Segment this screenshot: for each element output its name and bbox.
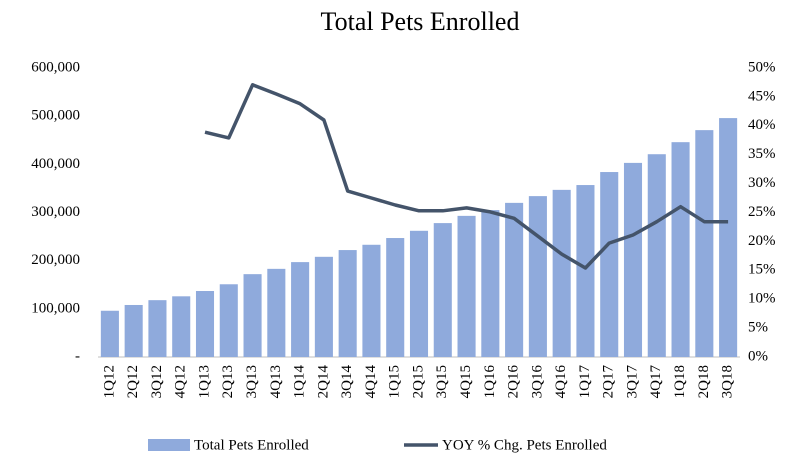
y-tick-label: 600,000 — [31, 59, 80, 75]
bar — [362, 244, 381, 357]
bar — [291, 262, 310, 357]
x-tick-label: 4Q13 — [268, 365, 284, 398]
y2-tick-label: 5% — [748, 320, 768, 336]
legend-swatch — [148, 439, 190, 451]
x-tick-label: 3Q17 — [624, 365, 640, 399]
bar — [576, 185, 595, 357]
bar — [338, 250, 357, 357]
legend-label: Total Pets Enrolled — [194, 437, 309, 453]
y2-tick-label: 30% — [748, 175, 776, 191]
y-tick-label: 100,000 — [31, 300, 80, 316]
y2-tick-label: 25% — [748, 204, 776, 220]
x-tick-label: 3Q12 — [149, 365, 165, 398]
x-tick-label: 1Q16 — [482, 365, 498, 399]
y-tick-label: 500,000 — [31, 108, 80, 124]
x-tick-label: 2Q15 — [410, 365, 426, 398]
x-tick-label: 3Q18 — [720, 365, 736, 398]
bar — [148, 300, 167, 357]
bar — [172, 296, 191, 357]
bar — [647, 154, 666, 357]
bar — [195, 291, 215, 357]
line — [204, 83, 729, 270]
x-tick-label: 1Q18 — [672, 365, 688, 398]
bar — [552, 189, 571, 357]
x-tick-label: 2Q16 — [506, 365, 522, 399]
bar — [409, 230, 429, 357]
y2-tick-label: 50% — [748, 59, 776, 75]
x-tick-label: 1Q14 — [292, 365, 308, 399]
x-tick-label: 2Q17 — [601, 365, 617, 399]
y2-tick-label: 35% — [748, 146, 776, 162]
x-tick-label: 2Q13 — [220, 365, 236, 398]
x-tick-label: 3Q15 — [434, 365, 450, 398]
x-tick-label: 4Q15 — [458, 365, 474, 398]
chart-title: Total Pets Enrolled — [321, 7, 520, 36]
bar — [219, 284, 238, 357]
x-tick-label: 2Q12 — [125, 365, 141, 398]
bar — [719, 118, 738, 358]
bar — [457, 215, 476, 357]
y2-tick-label: 0% — [748, 348, 768, 364]
x-tick-label: 4Q17 — [648, 365, 664, 399]
x-tick-label: 2Q14 — [315, 365, 331, 399]
bar — [433, 223, 452, 357]
x-tick-label: 1Q17 — [577, 365, 593, 399]
bar — [481, 210, 500, 357]
bar — [124, 304, 143, 357]
x-tick-label: 3Q14 — [339, 365, 355, 399]
y2-tick-label: 20% — [748, 233, 776, 249]
x-tick-label: 1Q12 — [101, 365, 117, 398]
bar — [623, 162, 643, 357]
y-tick-label: - — [75, 348, 80, 364]
x-tick-label: 4Q16 — [553, 365, 569, 399]
y2-tick-label: 40% — [748, 117, 776, 133]
bar — [505, 202, 524, 357]
bar — [528, 196, 547, 357]
x-tick-label: 4Q14 — [363, 365, 379, 399]
bar — [600, 172, 619, 357]
bar — [314, 256, 333, 357]
y2-tick-label: 15% — [748, 262, 776, 278]
x-tick-label: 1Q15 — [387, 365, 403, 398]
x-tick-label: 3Q16 — [529, 365, 545, 399]
y2-tick-label: 10% — [748, 291, 776, 307]
y-tick-label: 200,000 — [31, 252, 80, 268]
bar — [267, 268, 286, 357]
legend-label: YOY % Chg. Pets Enrolled — [442, 437, 607, 453]
x-tick-label: 4Q12 — [173, 365, 189, 398]
y2-tick-label: 45% — [748, 88, 776, 104]
x-tick-label: 2Q18 — [696, 365, 712, 398]
bar — [386, 238, 405, 357]
y-tick-label: 400,000 — [31, 156, 80, 172]
y-tick-label: 300,000 — [31, 204, 80, 220]
x-tick-label: 3Q13 — [244, 365, 260, 398]
bar — [671, 142, 690, 357]
bar — [243, 274, 262, 357]
x-tick-label: 1Q13 — [196, 365, 212, 398]
bar — [695, 130, 714, 357]
bar — [100, 310, 119, 357]
